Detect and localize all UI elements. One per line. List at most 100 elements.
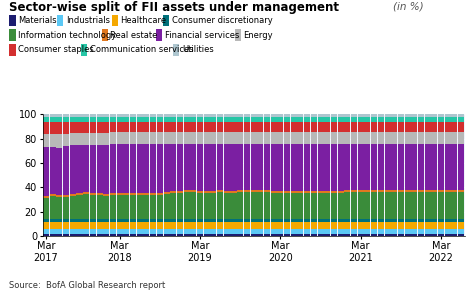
Bar <box>451 122 457 132</box>
Bar <box>43 196 49 198</box>
Bar <box>224 117 230 122</box>
Bar <box>384 222 391 229</box>
Bar <box>130 144 136 193</box>
Bar <box>318 191 324 193</box>
Bar <box>311 117 317 122</box>
Bar <box>425 229 431 234</box>
Bar <box>251 144 256 190</box>
Bar <box>237 234 243 236</box>
Bar <box>43 114 49 117</box>
Bar <box>445 219 451 222</box>
Bar <box>284 234 290 236</box>
Bar <box>90 145 96 193</box>
Bar <box>337 132 344 144</box>
Bar <box>170 193 176 219</box>
Bar <box>365 234 371 236</box>
Bar <box>438 117 444 122</box>
Bar <box>197 114 203 117</box>
Bar <box>271 122 277 132</box>
Bar <box>237 229 243 234</box>
Bar <box>117 195 123 219</box>
Bar <box>190 229 196 234</box>
Bar <box>83 122 89 132</box>
Bar <box>271 144 277 191</box>
Bar <box>291 114 297 117</box>
Bar <box>425 234 431 236</box>
Bar <box>264 190 270 192</box>
Bar <box>197 122 203 132</box>
Bar <box>291 144 297 191</box>
Bar <box>43 198 49 219</box>
Bar <box>130 193 136 195</box>
Bar <box>324 222 330 229</box>
Bar <box>318 229 324 234</box>
Bar <box>445 190 451 192</box>
Bar <box>398 219 404 222</box>
Bar <box>70 222 76 229</box>
Bar <box>183 229 190 234</box>
Bar <box>337 193 344 219</box>
Bar <box>425 122 431 132</box>
Bar <box>197 144 203 191</box>
Bar <box>70 219 76 222</box>
Bar <box>204 219 210 222</box>
Bar <box>344 219 350 222</box>
Bar <box>230 219 237 222</box>
Bar <box>365 219 371 222</box>
Bar <box>318 117 324 122</box>
Bar <box>378 193 384 219</box>
Bar <box>244 222 250 229</box>
Bar <box>110 132 116 144</box>
Text: Consumer staples: Consumer staples <box>18 45 94 54</box>
Bar <box>244 132 250 144</box>
Bar <box>50 229 56 234</box>
Bar <box>83 219 89 222</box>
Text: Utilities: Utilities <box>182 45 214 54</box>
Bar <box>110 114 116 117</box>
Bar <box>344 114 350 117</box>
Bar <box>291 122 297 132</box>
Bar <box>384 144 391 190</box>
Bar <box>271 114 277 117</box>
Bar <box>76 222 82 229</box>
Bar <box>411 114 417 117</box>
Bar <box>371 222 377 229</box>
Bar <box>210 229 217 234</box>
Bar <box>418 229 424 234</box>
Bar <box>398 234 404 236</box>
Bar <box>418 132 424 144</box>
Bar <box>284 193 290 219</box>
Bar <box>157 144 163 193</box>
Bar <box>123 122 129 132</box>
Bar <box>257 122 263 132</box>
Bar <box>70 194 76 196</box>
Bar <box>391 190 397 193</box>
Bar <box>371 132 377 144</box>
Bar <box>291 117 297 122</box>
Bar <box>358 122 364 132</box>
Bar <box>217 219 223 222</box>
Bar <box>97 219 102 222</box>
Bar <box>365 122 371 132</box>
Bar <box>298 114 303 117</box>
Bar <box>264 222 270 229</box>
Bar <box>230 144 237 191</box>
Bar <box>291 222 297 229</box>
Bar <box>431 222 438 229</box>
Bar <box>418 117 424 122</box>
Bar <box>344 234 350 236</box>
Bar <box>110 229 116 234</box>
Bar <box>371 219 377 222</box>
Bar <box>431 117 438 122</box>
Bar <box>304 222 310 229</box>
Bar <box>277 222 283 229</box>
Bar <box>117 229 123 234</box>
Bar <box>244 144 250 190</box>
Bar <box>177 191 183 193</box>
Bar <box>384 193 391 219</box>
Bar <box>365 117 371 122</box>
Bar <box>63 114 69 117</box>
Bar <box>378 234 384 236</box>
Text: Industrials: Industrials <box>66 16 110 25</box>
Bar <box>351 222 357 229</box>
